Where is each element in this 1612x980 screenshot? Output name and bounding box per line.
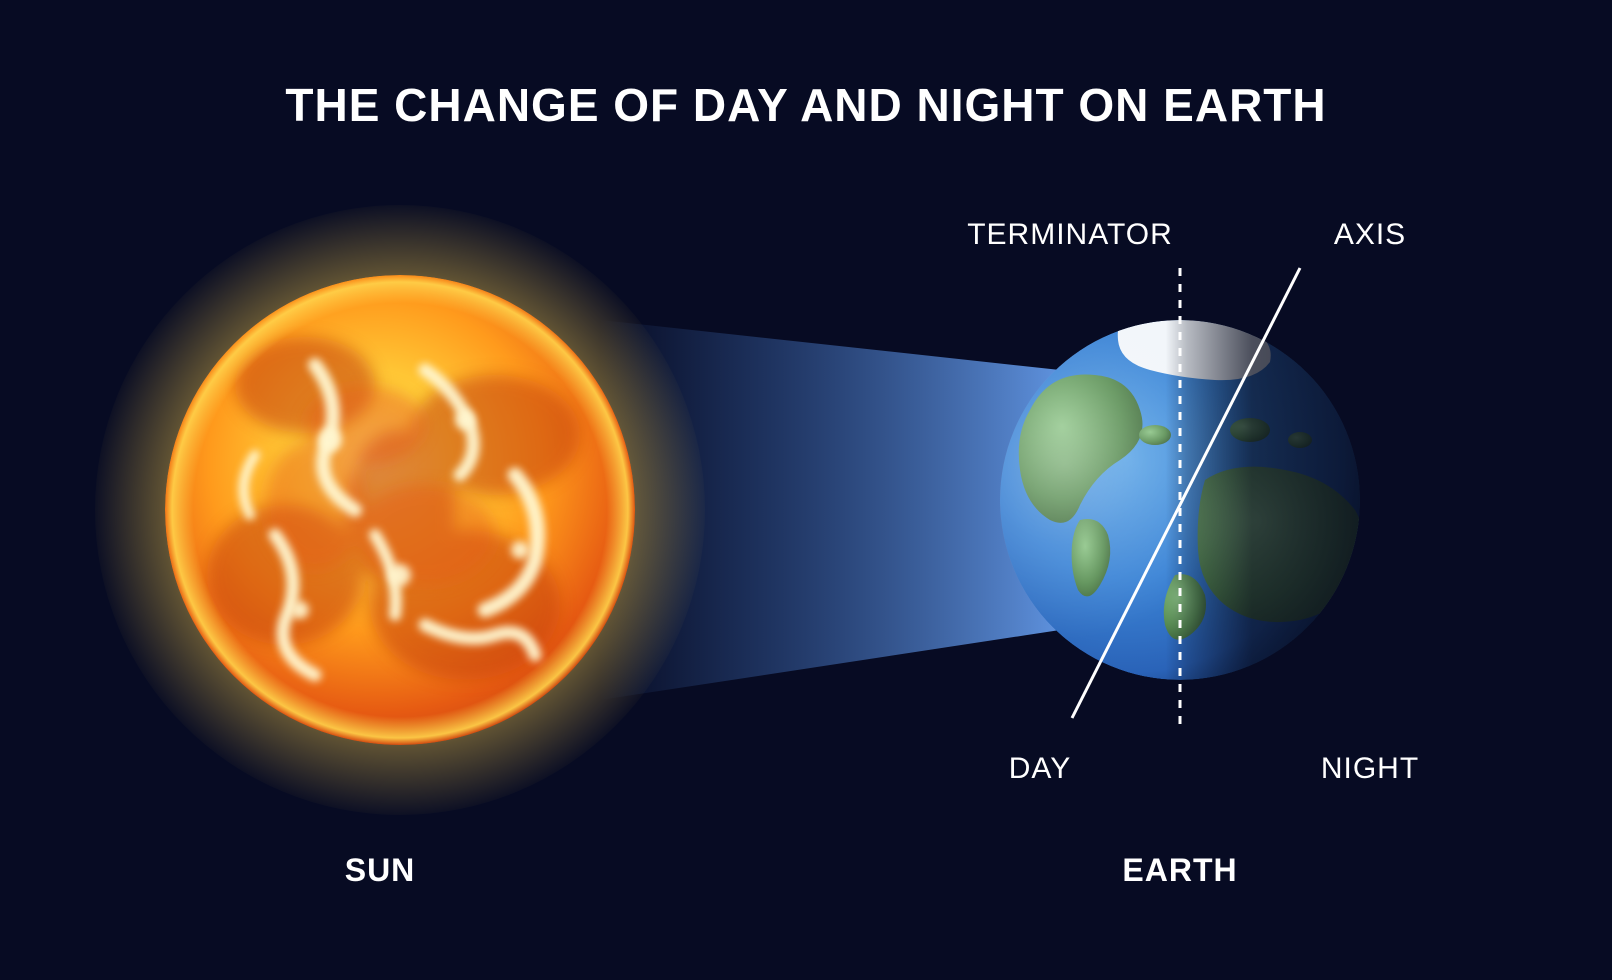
diagram-stage: THE CHANGE OF DAY AND NIGHT ON EARTH: [0, 0, 1612, 980]
label-day: DAY: [1009, 752, 1071, 786]
label-terminator: TERMINATOR: [967, 218, 1173, 252]
label-night: NIGHT: [1321, 752, 1419, 786]
earth-body: [1000, 320, 1360, 680]
sun: [165, 275, 635, 745]
page-title: THE CHANGE OF DAY AND NIGHT ON EARTH: [0, 78, 1612, 132]
label-axis: AXIS: [1334, 218, 1406, 252]
label-earth: EARTH: [1122, 852, 1237, 889]
sun-body: [165, 275, 635, 745]
earth: [1000, 320, 1360, 680]
label-sun: SUN: [345, 852, 416, 889]
